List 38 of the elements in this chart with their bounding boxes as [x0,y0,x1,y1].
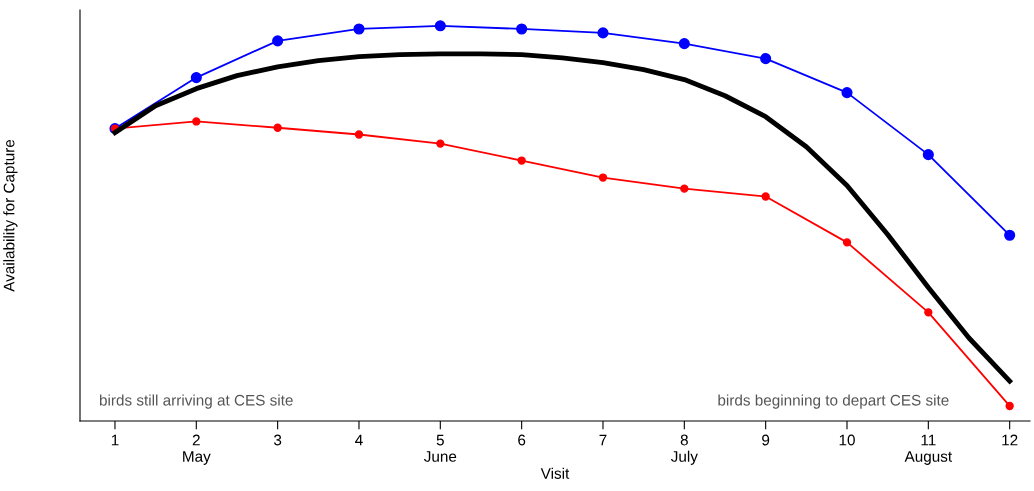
point [922,149,934,161]
point [517,156,526,165]
x-tick-label: 10 [839,434,855,446]
x-tick-label: 5 June [423,434,457,462]
x-tick-label: 12 [1002,434,1018,446]
x-tick-label: 2 May [183,434,211,465]
point [192,117,201,126]
point [190,72,202,84]
y-axis-title: Availability for Capture [3,139,18,292]
x-tick-label: 9 [762,434,770,446]
point [273,123,282,132]
x-tick-label: 7 [599,434,607,446]
point [924,308,933,317]
point [436,139,445,148]
point [353,23,365,35]
point [272,35,284,47]
x-tick-label: 4 [355,434,363,446]
x-tick-label: 8 July [670,434,698,465]
x-tick-label: 11 August [904,434,952,465]
point [1005,401,1014,411]
point [760,53,772,65]
x-tick-label: 6 [518,434,526,446]
annotation: birds beginning to depart CES site [718,394,949,409]
point [434,20,446,32]
x-tick-label: 3 [273,434,282,446]
point [841,87,853,99]
point [354,130,364,139]
point [1004,229,1016,241]
point [680,184,689,193]
point [842,238,852,247]
point [678,38,690,50]
point [761,192,770,201]
point [516,23,528,35]
x-axis-title: Visit [540,467,570,479]
point [597,27,609,39]
x-tick-label: 1 [111,434,119,446]
annotation: birds still arriving at CES site [99,394,293,409]
point [598,173,608,182]
